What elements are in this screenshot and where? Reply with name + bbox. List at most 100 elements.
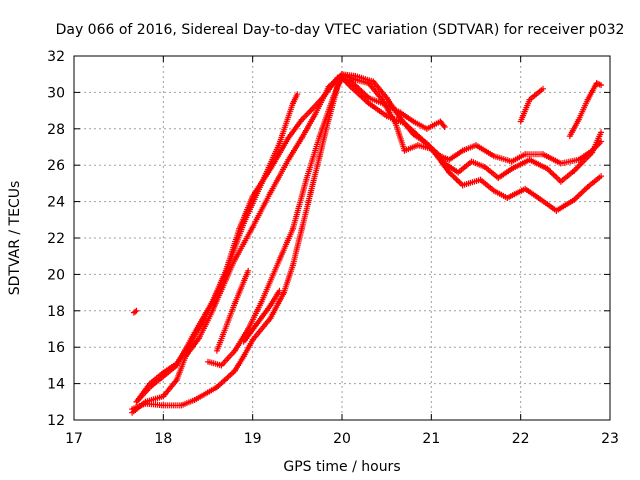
x-tick-label: 17 [65, 431, 83, 447]
data-point [535, 195, 560, 214]
data-point [437, 118, 448, 130]
data-point [133, 384, 153, 405]
y-tick-label: 12 [47, 413, 65, 429]
data-point [289, 176, 310, 232]
data-point [191, 384, 220, 403]
data-point [213, 300, 238, 354]
x-tick-labels: 17 18 19 20 21 22 23 [65, 431, 619, 447]
data-point [249, 315, 274, 343]
y-tick-labels: 12 14 16 18 20 22 24 26 28 30 32 [47, 49, 65, 429]
data-point [130, 307, 140, 316]
data-point [240, 320, 261, 345]
y-tick-label: 16 [47, 340, 65, 356]
data-point [267, 156, 292, 196]
x-tick-label: 23 [601, 431, 619, 447]
chart-title: Day 066 of 2016, Sidereal Day-to-day VTE… [56, 22, 625, 38]
data-point [285, 134, 305, 163]
data-point [584, 80, 600, 103]
data-point [303, 133, 323, 183]
data-point [307, 93, 328, 114]
data-point [267, 289, 287, 322]
data-point [213, 367, 238, 391]
data-point [446, 169, 466, 189]
series-track-10 [130, 307, 140, 316]
data-point [173, 353, 189, 383]
data-point [196, 307, 216, 342]
data-point [566, 116, 582, 140]
data-point [365, 100, 390, 120]
data-point [544, 165, 564, 185]
data-point [347, 83, 372, 107]
data-point [575, 96, 591, 123]
data-point [298, 111, 319, 141]
data-point [240, 180, 265, 227]
data-point [231, 326, 252, 354]
tick-marks [73, 55, 611, 421]
y-tick-label: 30 [47, 85, 65, 101]
y-tick-label: 20 [47, 267, 65, 283]
series-track-2 [129, 71, 605, 416]
data-point [258, 256, 283, 305]
y-tick-label: 28 [47, 122, 65, 138]
data-point [540, 151, 564, 167]
data-point [526, 85, 546, 103]
data-point [298, 189, 314, 232]
series-track-4 [133, 91, 301, 405]
data-point [321, 74, 341, 99]
data-point [258, 140, 283, 187]
y-tick-label: 14 [47, 377, 65, 393]
data-point [504, 185, 529, 201]
data-point [231, 224, 256, 263]
data-point [173, 329, 198, 369]
data-point [526, 156, 551, 172]
data-point [330, 71, 345, 101]
data-point [280, 262, 296, 296]
data-point [240, 336, 256, 360]
data-point [397, 114, 417, 138]
data-point [209, 276, 229, 314]
data-point [218, 347, 238, 369]
y-tick-label: 26 [47, 158, 65, 174]
data-point [276, 100, 296, 147]
data-point [222, 256, 238, 283]
data-point [593, 80, 605, 89]
data-point [347, 78, 372, 101]
series-track-1 [129, 74, 605, 413]
data-point [473, 142, 497, 160]
data-point [245, 298, 265, 332]
data-point [285, 116, 305, 141]
x-tick-label: 22 [512, 431, 530, 447]
data-point [365, 94, 390, 109]
series-track-7 [213, 267, 252, 354]
x-tick-label: 21 [422, 431, 440, 447]
series-track-8 [517, 85, 546, 125]
y-axis-label: SDTVAR / TECUs [7, 181, 23, 296]
data-point [571, 184, 591, 203]
data-point [182, 335, 203, 360]
data-point [289, 225, 305, 269]
data-point [222, 220, 247, 276]
series-track-6 [240, 287, 283, 345]
series-track-5 [205, 71, 605, 369]
x-tick-label: 18 [154, 431, 172, 447]
data-series [129, 71, 605, 416]
data-point [316, 94, 337, 140]
y-tick-label: 32 [47, 49, 65, 65]
data-point [276, 225, 296, 263]
data-point [160, 377, 180, 400]
x-tick-label: 19 [244, 431, 262, 447]
data-point [231, 267, 252, 307]
data-point [267, 287, 283, 309]
data-point [254, 302, 274, 327]
series-track-9 [566, 80, 605, 140]
data-point [191, 298, 216, 336]
data-point [508, 156, 533, 172]
x-axis-label: GPS time / hours [283, 459, 400, 475]
data-point [209, 269, 229, 305]
y-tick-label: 22 [47, 231, 65, 247]
data-point [432, 151, 453, 176]
data-point [307, 153, 323, 196]
y-tick-label: 24 [47, 195, 65, 211]
data-point [383, 94, 404, 121]
